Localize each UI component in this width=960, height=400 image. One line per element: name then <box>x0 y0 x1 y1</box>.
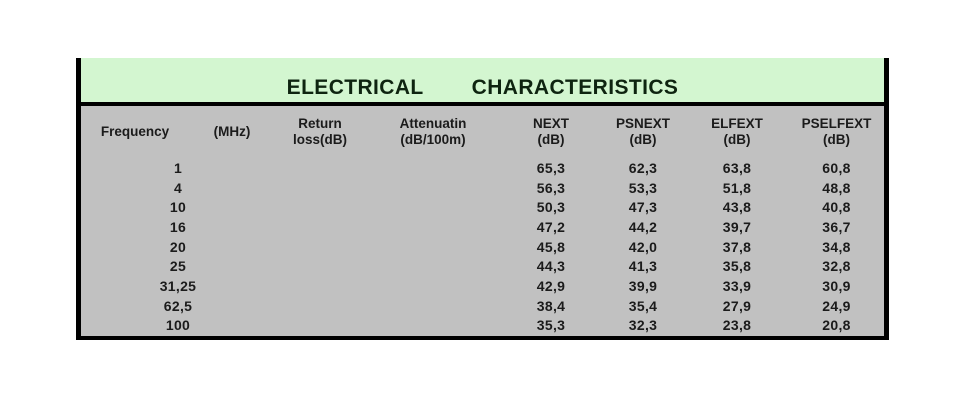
table-body-rows: 1 65,3 62,3 63,8 60,8 4 56,3 53,3 51,8 48,8 10 50,3… <box>81 158 884 335</box>
return-loss-cell <box>275 316 365 336</box>
return-loss-cell <box>275 237 365 257</box>
header-pselfext: PSELFEXT (dB) <box>801 115 872 147</box>
psnext-cell: 39,9 <box>628 277 658 294</box>
psnext-cell: 44,2 <box>628 218 658 235</box>
frequency-cell: 62,5 <box>163 297 193 314</box>
header-row: Frequency (MHz) Return loss(dB) Attenuat… <box>81 106 884 158</box>
attenuation-cell <box>365 158 501 178</box>
next-cell: 47,2 <box>536 218 566 235</box>
attenuation-cell <box>365 237 501 257</box>
next-cell: 35,3 <box>536 317 566 334</box>
elfext-cell: 37,8 <box>722 238 752 255</box>
frequency-cell: 100 <box>165 317 191 334</box>
attenuation-cell <box>365 296 501 316</box>
attenuation-cell <box>365 316 501 336</box>
header-next: NEXT (dB) <box>532 115 569 147</box>
next-cell: 45,8 <box>536 238 566 255</box>
header-frequency-label: Frequency <box>100 123 170 139</box>
header-elfext: ELFEXT (dB) <box>711 115 763 147</box>
title-word-electrical: ELECTRICAL <box>286 76 424 99</box>
spec-table: Frequency (MHz) Return loss(dB) Attenuat… <box>81 106 884 335</box>
pselfext-cell: 30,9 <box>822 277 851 294</box>
psnext-cell: 41,3 <box>628 258 658 275</box>
next-cell: 38,4 <box>536 297 566 314</box>
frequency-cell: 16 <box>169 218 187 235</box>
elfext-cell: 33,9 <box>722 277 752 294</box>
elfext-cell: 63,8 <box>722 159 752 176</box>
elfext-cell: 39,7 <box>722 218 752 235</box>
return-loss-cell <box>275 158 365 178</box>
table-row: 31,25 42,9 39,9 33,9 30,9 <box>81 276 884 296</box>
table-row: 25 44,3 41,3 35,8 32,8 <box>81 256 884 276</box>
table-row: 4 56,3 53,3 51,8 48,8 <box>81 178 884 198</box>
header-frequency-unit: (MHz) <box>189 106 275 158</box>
frequency-cell: 4 <box>173 179 183 196</box>
return-loss-cell <box>275 197 365 217</box>
return-loss-cell <box>275 256 365 276</box>
next-cell: 44,3 <box>536 258 566 275</box>
table-row: 10 50,3 47,3 43,8 40,8 <box>81 197 884 217</box>
header-attenuation: Attenuatin (dB/100m) <box>399 115 467 147</box>
next-cell: 56,3 <box>536 179 566 196</box>
table-row: 16 47,2 44,2 39,7 36,7 <box>81 217 884 237</box>
pselfext-cell: 60,8 <box>822 159 851 176</box>
attenuation-cell <box>365 197 501 217</box>
electrical-characteristics-table: ELECTRICAL CHARACTERISTICS Frequency (MHz… <box>76 58 889 340</box>
elfext-cell: 43,8 <box>722 199 752 216</box>
table-row: 100 35,3 32,3 23,8 20,8 <box>81 316 884 336</box>
next-cell: 65,3 <box>536 159 566 176</box>
table-body: Frequency (MHz) Return loss(dB) Attenuat… <box>81 106 884 336</box>
pselfext-cell: 32,8 <box>822 258 851 275</box>
psnext-cell: 32,3 <box>628 317 658 334</box>
attenuation-cell <box>365 217 501 237</box>
psnext-cell: 42,0 <box>628 238 658 255</box>
frequency-cell: 31,25 <box>159 277 197 294</box>
psnext-cell: 35,4 <box>628 297 658 314</box>
frequency-cell: 1 <box>173 159 183 176</box>
frequency-cell: 10 <box>169 199 187 216</box>
frequency-cell: 20 <box>169 238 187 255</box>
elfext-cell: 27,9 <box>722 297 752 314</box>
attenuation-cell <box>365 256 501 276</box>
return-loss-cell <box>275 217 365 237</box>
elfext-cell: 23,8 <box>722 317 752 334</box>
psnext-cell: 53,3 <box>628 179 658 196</box>
table-row: 20 45,8 42,0 37,8 34,8 <box>81 237 884 257</box>
return-loss-cell <box>275 178 365 198</box>
psnext-cell: 47,3 <box>628 199 658 216</box>
elfext-cell: 35,8 <box>722 258 752 275</box>
pselfext-cell: 40,8 <box>822 199 851 216</box>
pselfext-cell: 24,9 <box>822 297 851 314</box>
header-frequency: Frequency <box>81 106 189 158</box>
table-row: 62,5 38,4 35,4 27,9 24,9 <box>81 296 884 316</box>
table-row: 1 65,3 62,3 63,8 60,8 <box>81 158 884 178</box>
table-title-banner: ELECTRICAL CHARACTERISTICS <box>81 58 884 106</box>
pselfext-cell: 20,8 <box>822 317 851 334</box>
header-return-loss: Return loss(dB) <box>293 115 347 147</box>
attenuation-cell <box>365 276 501 296</box>
pselfext-cell: 34,8 <box>822 238 851 255</box>
pselfext-cell: 48,8 <box>822 179 851 196</box>
next-cell: 42,9 <box>536 277 566 294</box>
frequency-cell: 25 <box>169 258 187 275</box>
title-word-characteristics: CHARACTERISTICS <box>471 76 679 99</box>
pselfext-cell: 36,7 <box>822 218 851 235</box>
elfext-cell: 51,8 <box>722 179 752 196</box>
return-loss-cell <box>275 276 365 296</box>
header-psnext: PSNEXT (dB) <box>615 115 670 147</box>
psnext-cell: 62,3 <box>628 159 658 176</box>
return-loss-cell <box>275 296 365 316</box>
next-cell: 50,3 <box>536 199 566 216</box>
header-frequency-unit-label: (MHz) <box>213 123 251 139</box>
attenuation-cell <box>365 178 501 198</box>
